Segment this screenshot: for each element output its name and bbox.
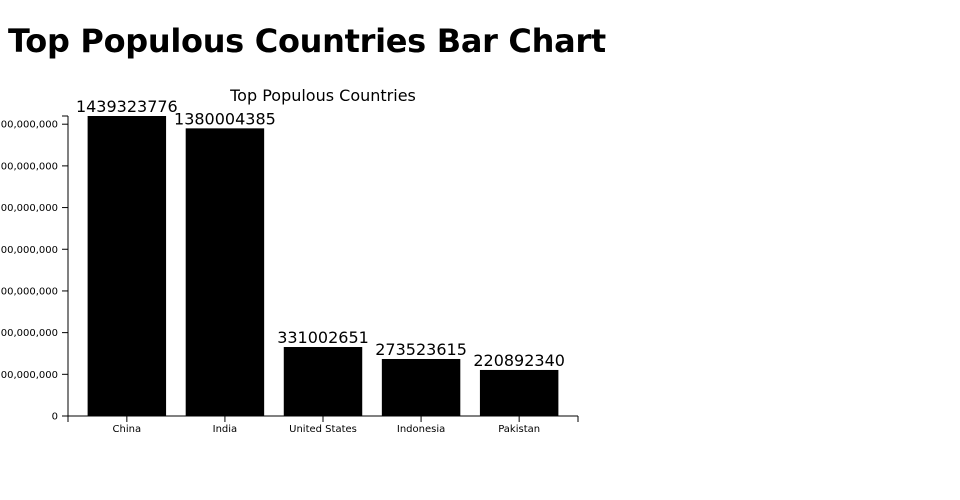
bar <box>381 358 461 416</box>
x-axis: China India United States Indonesia Pakistan <box>67 415 579 435</box>
y-tick-label: 00,000,000 <box>1 245 58 256</box>
y-tick-label: 00,000,000 <box>1 203 58 214</box>
x-tick-label: Pakistan <box>498 424 540 435</box>
y-tick-label: 0 <box>52 412 58 423</box>
bar-value-label: 1439323776 <box>76 97 178 116</box>
bar-value-label: 331002651 <box>277 328 369 347</box>
bar-value-label: 220892340 <box>473 351 565 370</box>
x-tick-label: Indonesia <box>397 424 445 435</box>
bar <box>283 347 363 416</box>
bar <box>185 128 265 416</box>
x-tick-label: India <box>213 424 238 435</box>
bar <box>479 369 559 416</box>
bar-value-label: 273523615 <box>375 340 467 359</box>
x-tick-label: China <box>113 424 142 435</box>
y-tick-label: 00,000,000 <box>1 328 58 339</box>
y-tick-label: 00,000,000 <box>1 286 58 297</box>
chart-title: Top Populous Countries <box>229 86 416 105</box>
y-tick-label: 00,000,000 <box>1 161 58 172</box>
y-tick-label: 00,000,000 <box>1 120 58 131</box>
y-tick-label: 00,000,000 <box>1 370 58 381</box>
page-title: Top Populous Countries Bar Chart <box>8 22 606 60</box>
bar <box>87 116 167 416</box>
bar-chart: Top Populous Countries 0 00,000,000 00,000… <box>1 86 579 435</box>
y-axis: 0 00,000,000 00,000,000 00,000,000 00,000,00… <box>1 115 69 423</box>
bars <box>87 116 559 416</box>
bar-value-label: 1380004385 <box>174 109 276 128</box>
x-tick-label: United States <box>289 424 357 435</box>
